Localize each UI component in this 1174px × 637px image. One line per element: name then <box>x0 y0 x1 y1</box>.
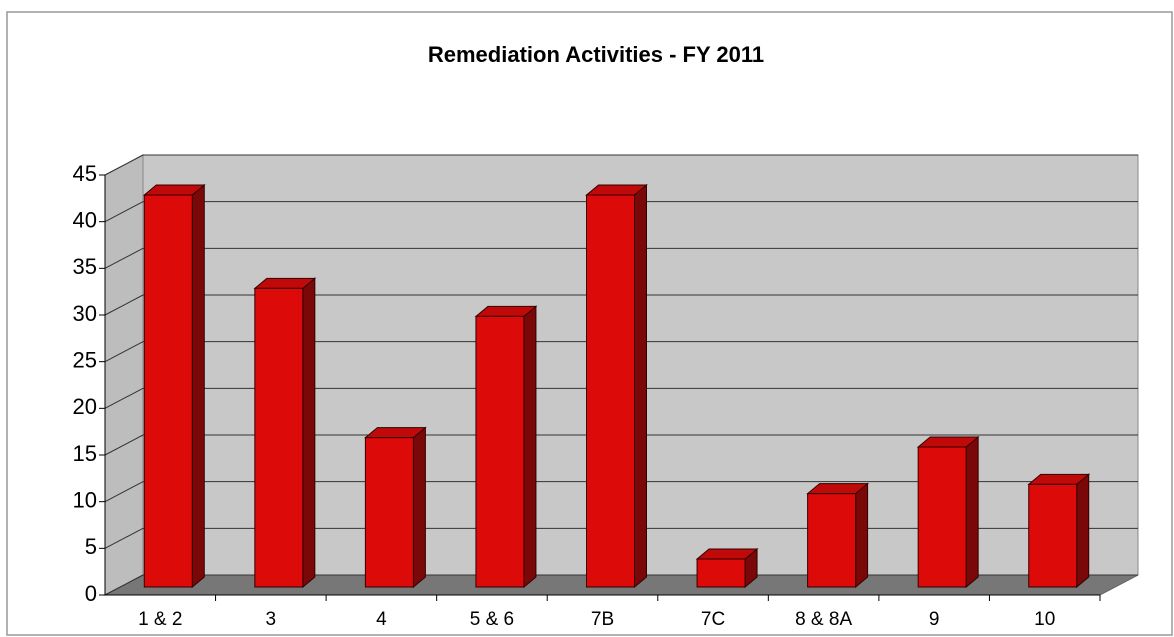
bar <box>586 194 635 588</box>
y-tick-label: 45 <box>73 161 97 186</box>
bar-side <box>1076 473 1090 589</box>
grid-line-side <box>104 527 144 549</box>
bar <box>475 315 525 588</box>
y-tick-label: 15 <box>73 441 97 466</box>
y-tick-label: 5 <box>85 534 97 559</box>
bar-side <box>965 435 979 589</box>
bar <box>143 194 193 588</box>
bar <box>917 446 967 588</box>
bar-side <box>855 482 869 589</box>
bar-side <box>412 426 426 589</box>
bar-side <box>191 183 205 589</box>
x-tick-label: 7B <box>591 609 614 630</box>
grid-line-side <box>104 387 144 409</box>
x-tick-label: 3 <box>266 609 277 630</box>
grid-line-side <box>104 201 144 223</box>
grid-line-side <box>104 574 144 596</box>
bar <box>1028 483 1078 588</box>
y-tick-label: 40 <box>73 207 97 232</box>
side-wall <box>104 154 144 596</box>
x-tick-label: 1 & 2 <box>138 609 182 630</box>
chart-title: Remediation Activities - FY 2011 <box>428 42 764 67</box>
bar <box>254 287 304 588</box>
bar-side <box>634 183 647 589</box>
y-tick-label: 20 <box>73 394 97 419</box>
bar <box>696 558 746 588</box>
grid-line-side <box>104 481 144 503</box>
grid-line-side <box>104 341 144 363</box>
x-tick-label: 10 <box>1034 609 1055 630</box>
x-tick-label: 8 & 8A <box>795 609 852 630</box>
y-tick-label: 25 <box>73 347 97 372</box>
x-tick-label: 7C <box>701 609 725 630</box>
y-tick-label: 0 <box>85 581 97 606</box>
bar-side <box>523 305 537 589</box>
bar <box>807 493 857 588</box>
bar <box>364 437 414 588</box>
grid-line-side <box>104 434 144 456</box>
x-tick-label: 5 & 6 <box>470 609 514 630</box>
x-tick-label: 4 <box>376 609 387 630</box>
y-tick-label: 30 <box>73 301 97 326</box>
bar-side <box>302 277 316 589</box>
y-tick-label: 35 <box>73 254 97 279</box>
grid-line-side <box>104 154 144 176</box>
y-tick-label: 10 <box>73 487 97 512</box>
x-tick-label: 9 <box>929 609 940 630</box>
grid-line-side <box>104 294 144 316</box>
grid-line-side <box>104 247 144 269</box>
